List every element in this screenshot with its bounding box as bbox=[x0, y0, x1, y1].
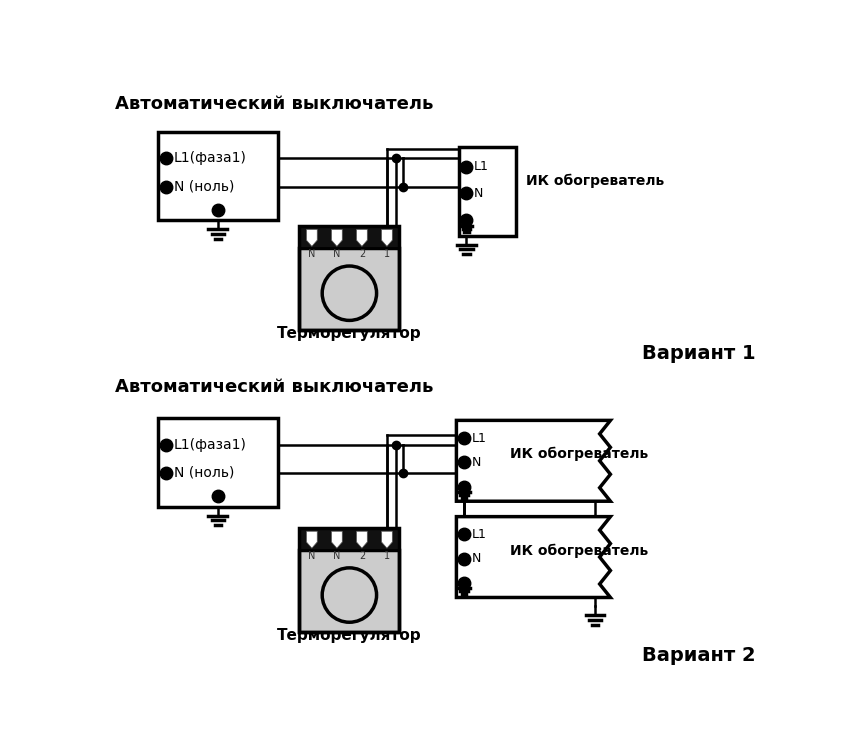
Text: N (ноль): N (ноль) bbox=[173, 466, 235, 480]
Bar bbox=[299, 248, 400, 330]
Polygon shape bbox=[356, 229, 367, 246]
Text: 1: 1 bbox=[384, 249, 390, 260]
Polygon shape bbox=[356, 531, 367, 548]
Polygon shape bbox=[456, 516, 610, 597]
Bar bbox=[299, 226, 400, 248]
Text: Вариант 1: Вариант 1 bbox=[642, 344, 755, 363]
Text: L1: L1 bbox=[474, 160, 489, 173]
Text: Терморегулятор: Терморегулятор bbox=[277, 628, 422, 643]
Text: Автоматический выключатель: Автоматический выключатель bbox=[115, 378, 433, 396]
Polygon shape bbox=[332, 229, 343, 246]
Polygon shape bbox=[382, 531, 393, 548]
Polygon shape bbox=[382, 229, 393, 246]
Text: N: N bbox=[333, 551, 341, 561]
Text: N: N bbox=[472, 552, 481, 565]
Polygon shape bbox=[307, 531, 317, 548]
Polygon shape bbox=[332, 531, 343, 548]
Text: N: N bbox=[333, 249, 341, 260]
Text: N: N bbox=[474, 187, 484, 199]
Bar bbox=[158, 418, 278, 507]
Text: ИК обогреватель: ИК обогреватель bbox=[510, 543, 649, 558]
Text: N: N bbox=[309, 249, 315, 260]
Bar bbox=[459, 147, 517, 236]
Text: L1(фаза1): L1(фаза1) bbox=[173, 437, 246, 452]
Polygon shape bbox=[456, 420, 610, 501]
Bar bbox=[299, 226, 400, 330]
Text: ИК обогреватель: ИК обогреватель bbox=[510, 447, 649, 461]
Polygon shape bbox=[307, 229, 317, 246]
Text: L1: L1 bbox=[472, 432, 487, 445]
Text: L1: L1 bbox=[472, 528, 487, 541]
Text: L1(фаза1): L1(фаза1) bbox=[173, 151, 246, 165]
Text: ИК обогреватель: ИК обогреватель bbox=[525, 173, 664, 187]
Text: 1: 1 bbox=[384, 551, 390, 561]
Bar bbox=[299, 528, 400, 632]
Bar bbox=[299, 550, 400, 632]
Text: N (ноль): N (ноль) bbox=[173, 179, 235, 193]
Text: N: N bbox=[309, 551, 315, 561]
Text: 2: 2 bbox=[359, 551, 365, 561]
Bar bbox=[299, 528, 400, 550]
Text: Терморегулятор: Терморегулятор bbox=[277, 326, 422, 341]
Text: N: N bbox=[472, 456, 481, 469]
Text: Вариант 2: Вариант 2 bbox=[642, 647, 755, 665]
Text: 2: 2 bbox=[359, 249, 365, 260]
Bar bbox=[158, 132, 278, 220]
Text: Автоматический выключатель: Автоматический выключатель bbox=[115, 95, 433, 113]
